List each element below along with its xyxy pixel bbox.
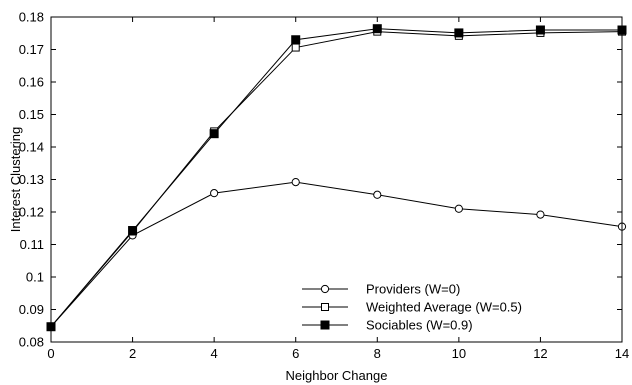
y-tick-label: 0.13 bbox=[19, 172, 44, 187]
y-axis-title: Interest Clustering bbox=[8, 127, 23, 233]
legend-marker bbox=[320, 320, 330, 330]
y-tick-label: 0.1 bbox=[26, 270, 44, 285]
series-line-1 bbox=[50, 181, 623, 328]
data-point bbox=[291, 43, 300, 52]
series-line-3 bbox=[50, 28, 622, 328]
legend-label: Providers (W=0) bbox=[366, 282, 460, 297]
x-tick-label: 12 bbox=[533, 346, 547, 361]
data-point bbox=[454, 204, 463, 213]
data-point bbox=[535, 25, 545, 35]
legend: Providers (W=0) Weighted Average (W=0.5) S… bbox=[302, 282, 522, 333]
data-point bbox=[291, 35, 301, 45]
x-tick-label: 6 bbox=[292, 346, 299, 361]
legend-label: Sociables (W=0.9) bbox=[366, 318, 473, 333]
data-point bbox=[291, 178, 300, 187]
data-point bbox=[454, 28, 464, 38]
y-tick-label: 0.08 bbox=[19, 335, 44, 350]
data-point bbox=[209, 129, 219, 139]
series-line-2 bbox=[50, 31, 623, 328]
series-markers bbox=[46, 24, 627, 332]
y-tick-label: 0.14 bbox=[19, 140, 44, 155]
data-point bbox=[372, 24, 382, 34]
y-tick-label: 0.17 bbox=[19, 42, 44, 57]
data-point bbox=[373, 190, 382, 199]
x-tick-label: 10 bbox=[452, 346, 466, 361]
data-point bbox=[128, 226, 138, 236]
x-axis-title: Neighbor Change bbox=[286, 368, 388, 383]
legend-marker bbox=[320, 284, 330, 294]
y-tick-label: 0.15 bbox=[19, 107, 44, 122]
x-tick-label: 4 bbox=[211, 346, 218, 361]
y-tick-label: 0.11 bbox=[20, 237, 44, 252]
x-tick-label: 2 bbox=[129, 346, 136, 361]
x-tick-label: 0 bbox=[47, 346, 54, 361]
y-tick-label: 0.16 bbox=[19, 75, 44, 90]
legend-marker bbox=[321, 303, 329, 311]
y-tick-label: 0.18 bbox=[19, 10, 44, 25]
x-tick-label: 14 bbox=[615, 346, 629, 361]
plot-frame bbox=[50, 16, 623, 343]
x-tick-label: 8 bbox=[374, 346, 381, 361]
series-lines bbox=[50, 28, 623, 328]
y-tick-label: 0.12 bbox=[19, 205, 44, 220]
data-point bbox=[210, 189, 219, 198]
data-point bbox=[536, 210, 545, 219]
y-tick-label: 0.09 bbox=[19, 302, 44, 317]
legend-label: Weighted Average (W=0.5) bbox=[366, 300, 522, 315]
